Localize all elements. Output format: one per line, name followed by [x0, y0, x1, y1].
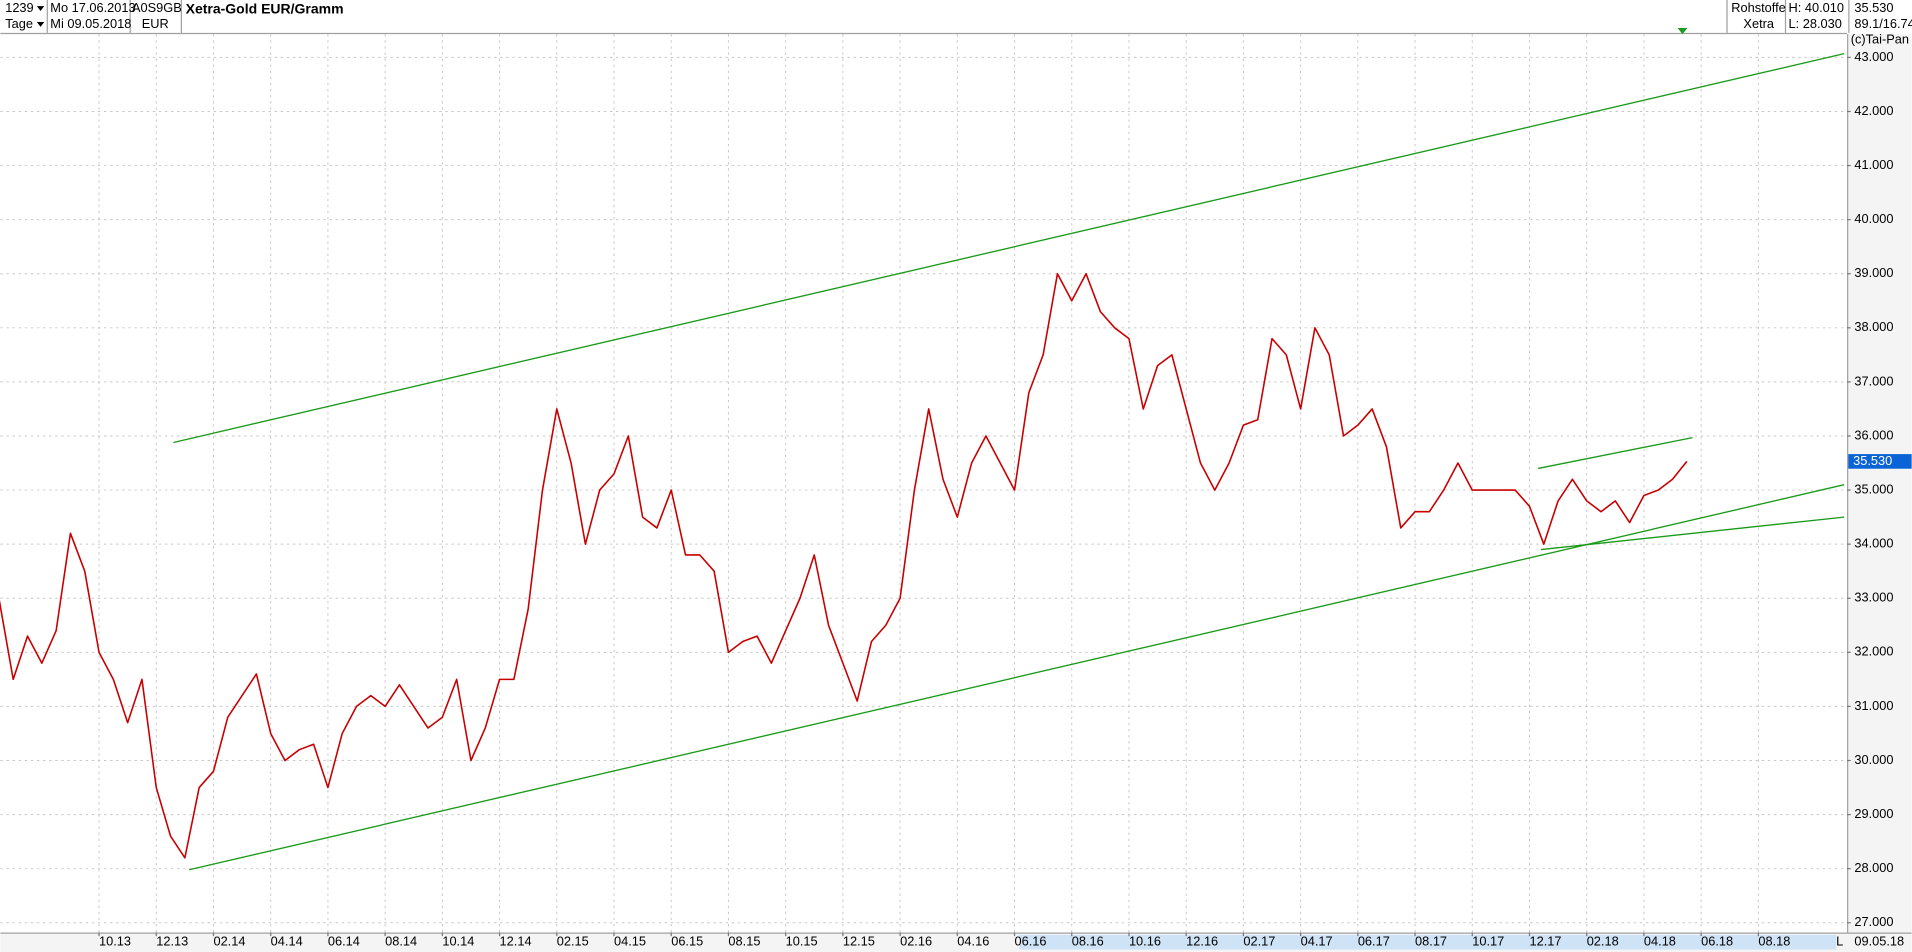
y-tick-label: 28.000	[1854, 860, 1893, 875]
y-tick-label: 38.000	[1854, 319, 1893, 334]
trend-line	[1537, 436, 1693, 470]
y-tick-label: 31.000	[1854, 698, 1893, 713]
exchange: Xetra	[1743, 16, 1774, 31]
y-axis-panel	[1847, 34, 1912, 933]
y-tick-label: 34.000	[1854, 536, 1893, 551]
y-tick-label: 27.000	[1854, 914, 1893, 929]
bar-count[interactable]: 1239	[5, 0, 33, 15]
plot-area: 27.000 28.000 29.000 30.000 31.000 32.000 33.0…	[0, 34, 1912, 949]
chart-title: Xetra-Gold EUR/Gramm	[186, 0, 344, 16]
x-tick-label: 02.16	[900, 934, 932, 949]
y-tick-label: 30.000	[1854, 752, 1893, 767]
x-tick-label: 12.14	[500, 934, 532, 949]
x-tick-label: 06.17	[1358, 934, 1390, 949]
group: Rohstoffe	[1731, 0, 1785, 15]
dropdown-arrow[interactable]	[36, 6, 45, 11]
y-tick-label: 32.000	[1854, 644, 1893, 659]
x-tick-label: 06.18	[1701, 934, 1733, 949]
copyright: (c)Tai-Pan	[1851, 32, 1909, 47]
isin: A0S9GB	[132, 0, 182, 15]
x-tick-label: 04.18	[1644, 934, 1676, 949]
x-tick-label: 10.17	[1472, 934, 1504, 949]
header-bar	[0, 0, 1912, 33]
y-tick-label: 40.000	[1854, 211, 1893, 226]
x-tick-label: 08.18	[1758, 934, 1790, 949]
scroll-range[interactable]	[1019, 934, 1837, 950]
x-tick-label: 04.17	[1301, 934, 1333, 949]
x-tick-label: 12.16	[1186, 934, 1218, 949]
price-line	[0, 272, 1688, 859]
dropdown-arrow[interactable]	[36, 21, 45, 27]
trend-line	[189, 484, 1845, 871]
scale-mode[interactable]: L	[1836, 934, 1843, 949]
y-tick-label: 39.000	[1854, 265, 1893, 280]
y-tick-label: 36.000	[1854, 427, 1893, 442]
y-tick-label: 41.000	[1854, 157, 1893, 172]
trend-line	[1540, 516, 1845, 551]
x-tick-label: 10.16	[1129, 934, 1161, 949]
price-marker	[1848, 454, 1912, 469]
x-tick-label: 02.14	[213, 934, 245, 949]
x-tick-label: 02.18	[1587, 934, 1619, 949]
x-tick-label: 08.17	[1415, 934, 1447, 949]
ratio: 89.1/16.74	[1854, 16, 1912, 31]
x-tick-label: 06.16	[1015, 934, 1047, 949]
x-tick-label: 06.14	[328, 934, 360, 949]
date-from: Mo 17.06.2013	[50, 0, 135, 15]
price-marker-label: 35.530	[1853, 453, 1892, 468]
x-tick-label: 02.15	[557, 934, 589, 949]
x-tick-label: 08.15	[728, 934, 760, 949]
date-to: Mi 09.05.2018	[50, 16, 131, 31]
x-tick-label: 08.16	[1072, 934, 1104, 949]
x-tick-label: 04.14	[271, 934, 303, 949]
x-tick-label: 04.15	[614, 934, 646, 949]
x-tick-label: 06.15	[671, 934, 703, 949]
x-tick-label: 08.14	[385, 934, 417, 949]
x-tick-label: 10.13	[99, 934, 131, 949]
x-tick-label: 10.15	[786, 934, 818, 949]
low: L: 28.030	[1789, 16, 1842, 31]
y-tick-label: 29.000	[1854, 806, 1893, 821]
marker-arrow	[1677, 28, 1688, 35]
x-tick-label: 12.15	[843, 934, 875, 949]
x-tick-label: 12.17	[1529, 934, 1561, 949]
last-price: 35.530	[1854, 0, 1893, 15]
period[interactable]: Tage	[5, 16, 33, 31]
end-date: 09.05.18	[1854, 934, 1904, 949]
y-tick-label: 43.000	[1854, 49, 1893, 64]
x-tick-label: 10.14	[442, 934, 474, 949]
y-tick-label: 35.000	[1854, 481, 1893, 496]
x-tick-label: 02.17	[1243, 934, 1275, 949]
y-tick-label: 42.000	[1854, 103, 1893, 118]
high: H: 40.010	[1789, 0, 1844, 15]
y-tick-label: 33.000	[1854, 590, 1893, 605]
y-tick-label: 37.000	[1854, 373, 1893, 388]
x-tick-label: 12.13	[156, 934, 188, 949]
trend-line	[173, 52, 1845, 444]
currency: EUR	[142, 16, 169, 31]
x-tick-label: 04.16	[957, 934, 989, 949]
